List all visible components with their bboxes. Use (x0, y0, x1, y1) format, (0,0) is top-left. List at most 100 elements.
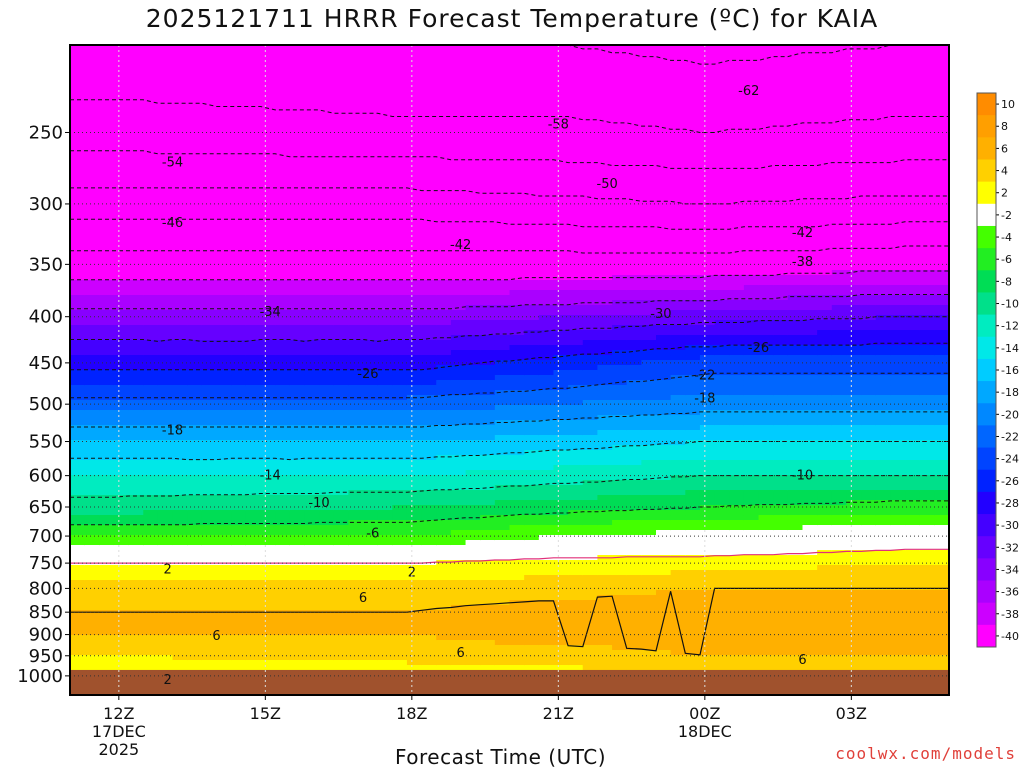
field-cell (568, 270, 584, 276)
field-cell (128, 475, 144, 481)
field-cell (421, 295, 437, 301)
field-cell (377, 635, 393, 641)
field-cell (377, 435, 393, 441)
field-cell (289, 535, 305, 541)
field-cell (480, 555, 496, 561)
field-cell (304, 170, 320, 176)
field-cell (524, 300, 540, 306)
field-cell (612, 385, 628, 391)
field-cell (319, 320, 335, 326)
field-cell (70, 345, 86, 351)
field-cell (436, 655, 452, 661)
field-cell (363, 235, 379, 241)
field-cell (406, 100, 423, 106)
field-cell (377, 65, 393, 71)
field-cell (245, 60, 262, 66)
field-cell (582, 265, 598, 271)
field-cell (612, 645, 628, 651)
field-cell (216, 550, 232, 556)
field-cell (421, 655, 437, 661)
field-cell (436, 165, 452, 171)
field-cell (99, 665, 115, 671)
field-cell (553, 450, 569, 456)
field-cell (612, 145, 628, 151)
field-cell (406, 335, 423, 341)
field-cell (392, 300, 408, 306)
field-cell (377, 270, 393, 276)
field-cell (201, 345, 218, 351)
field-cell (319, 150, 335, 156)
field-cell (70, 515, 86, 521)
field-cell (84, 545, 100, 551)
field-cell (494, 495, 511, 501)
field-cell (509, 530, 525, 536)
field-cell (377, 590, 393, 596)
field-cell (231, 585, 247, 591)
field-cell (582, 480, 598, 486)
field-cell (612, 470, 628, 476)
field-cell (128, 45, 144, 51)
field-cell (450, 60, 467, 66)
field-cell (494, 460, 511, 466)
field-cell (480, 350, 496, 356)
field-cell (392, 65, 408, 71)
field-cell (480, 150, 496, 156)
field-cell (553, 570, 569, 576)
field-cell (553, 70, 569, 76)
field-cell (465, 560, 481, 566)
field-cell (597, 385, 613, 391)
field-cell (582, 190, 598, 196)
field-cell (70, 55, 86, 61)
field-cell (377, 500, 393, 506)
field-cell (143, 505, 159, 511)
field-cell (187, 405, 203, 411)
field-cell (172, 455, 188, 461)
field-cell (377, 365, 393, 371)
field-cell (392, 430, 408, 436)
field-cell (172, 665, 188, 671)
field-cell (157, 245, 174, 251)
field-cell (128, 540, 144, 546)
field-cell (524, 580, 540, 586)
field-cell (597, 80, 613, 86)
field-cell (406, 50, 423, 56)
field-cell (143, 240, 159, 246)
field-cell (480, 190, 496, 196)
field-cell (582, 440, 598, 446)
field-cell (553, 545, 569, 551)
field-cell (626, 65, 642, 71)
field-cell (538, 550, 555, 556)
field-cell (582, 530, 598, 536)
field-cell (128, 80, 144, 86)
field-cell (260, 300, 276, 306)
field-cell (626, 170, 642, 176)
field-cell (421, 75, 437, 81)
field-cell (245, 540, 262, 546)
field-cell (333, 555, 349, 561)
field-cell (275, 555, 291, 561)
field-cell (553, 650, 569, 656)
field-cell (465, 60, 481, 66)
field-cell (348, 270, 364, 276)
field-cell (465, 590, 481, 596)
field-cell (436, 490, 452, 496)
field-cell (524, 105, 540, 111)
field-cell (465, 150, 481, 156)
field-cell (597, 455, 613, 461)
field-cell (612, 110, 628, 116)
field-cell (275, 565, 291, 571)
field-cell (406, 95, 423, 101)
field-cell (553, 540, 569, 546)
field-cell (216, 525, 232, 531)
field-cell (524, 260, 540, 266)
field-cell (245, 535, 262, 541)
field-cell (260, 510, 276, 516)
field-cell (319, 180, 335, 186)
field-cell (480, 425, 496, 431)
field-cell (113, 115, 130, 121)
field-cell (70, 490, 86, 496)
field-cell (509, 435, 525, 441)
field-cell (216, 85, 232, 91)
field-cell (201, 660, 218, 666)
field-cell (319, 110, 335, 116)
